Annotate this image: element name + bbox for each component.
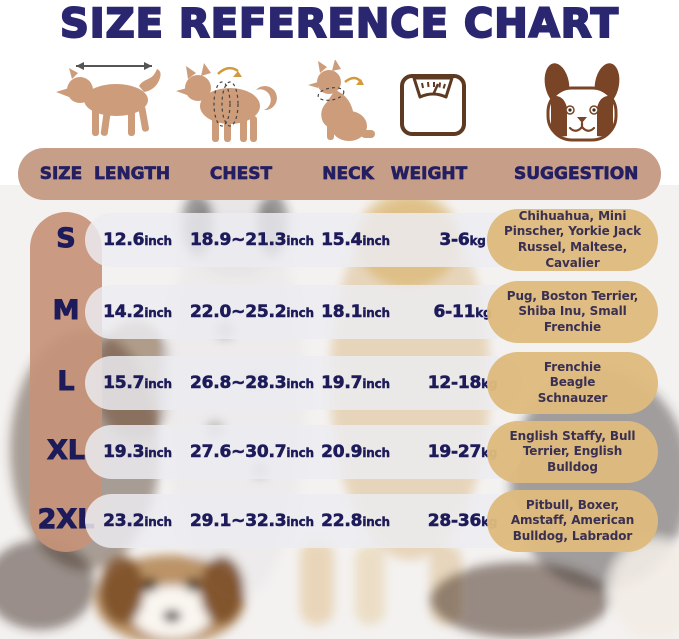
row-xl-suggestion: English Staffy, Bull Terrier, English Bu… <box>487 421 658 483</box>
neck-cell: 18.1inch <box>321 302 390 323</box>
header-neck: NECK <box>322 164 374 185</box>
row-m-suggestion: Pug, Boston Terrier, Shiba Inu, Small Fr… <box>487 281 658 343</box>
neck-cell: 15.4inch <box>321 230 390 251</box>
length-cell: 15.7inch <box>103 373 172 394</box>
length-cell: 23.2inch <box>103 511 172 532</box>
neck-measure-dog-icon <box>308 60 375 141</box>
chest-cell: 29.1~32.3inch <box>190 511 315 532</box>
header-chest: CHEST <box>209 164 273 185</box>
neck-cell: 19.7inch <box>321 373 390 394</box>
size-label-m: M <box>52 295 80 327</box>
row-2xl-measurements: 23.2inch 29.1~32.3inch 22.8inch 28-36kg <box>85 494 522 548</box>
row-l-suggestion: Frenchie Beagle Schnauzer <box>487 352 658 414</box>
chest-measure-dog-icon <box>176 63 277 142</box>
neck-cell: 20.9inch <box>321 442 390 463</box>
size-column: S M L XL 2XL <box>30 212 102 552</box>
chest-cell: 18.9~21.3inch <box>190 230 315 251</box>
neck-cell: 22.8inch <box>321 511 390 532</box>
chest-cell: 26.8~28.3inch <box>190 373 315 394</box>
row-l-measurements: 15.7inch 26.8~28.3inch 19.7inch 12-18kg <box>85 356 522 410</box>
header-weight: WEIGHT <box>390 164 468 185</box>
header-size: SIZE <box>39 164 83 185</box>
bulldog-face-icon <box>544 63 620 142</box>
length-cell: 19.3inch <box>103 442 172 463</box>
chest-cell: 22.0~25.2inch <box>190 302 315 323</box>
header-suggestion: SUGGESTION <box>514 164 639 185</box>
row-m-measurements: 14.2inch 22.0~25.2inch 18.1inch 6-11kg <box>85 285 522 339</box>
size-label-xl: XL <box>46 435 86 467</box>
length-cell: 12.6inch <box>103 230 172 251</box>
length-cell: 14.2inch <box>103 302 172 323</box>
table-header-bar: SIZE LENGTH CHEST NECK WEIGHT SUGGESTION <box>18 148 661 200</box>
size-label-l: L <box>57 366 75 398</box>
row-2xl-suggestion: Pitbull, Boxer, Amstaff, American Bulldo… <box>487 490 658 552</box>
header-length: LENGTH <box>94 164 171 185</box>
row-xl-measurements: 19.3inch 27.6~30.7inch 20.9inch 19-27kg <box>85 425 522 479</box>
size-label-s: S <box>56 223 76 255</box>
row-s-measurements: 12.6inch 18.9~21.3inch 15.4inch 3-6kg <box>85 213 522 267</box>
weight-cell: 3-6kg <box>439 230 486 251</box>
page-title: SIZE REFERENCE CHART <box>59 0 619 48</box>
weight-scale-icon <box>400 74 466 136</box>
row-s-suggestion: Chihuahua, Mini Pinscher, Yorkie Jack Ru… <box>487 209 658 271</box>
chest-cell: 27.6~30.7inch <box>190 442 315 463</box>
length-measure-dog-icon <box>56 62 161 136</box>
